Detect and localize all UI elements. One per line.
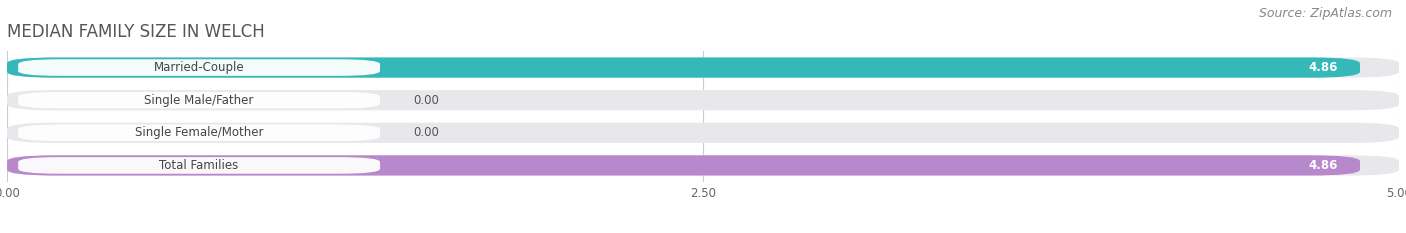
Text: 0.00: 0.00 [413, 126, 439, 139]
Text: Single Female/Mother: Single Female/Mother [135, 126, 263, 139]
FancyBboxPatch shape [7, 155, 1360, 175]
Text: Married-Couple: Married-Couple [153, 61, 245, 74]
FancyBboxPatch shape [7, 90, 1399, 110]
Text: Single Male/Father: Single Male/Father [145, 94, 254, 107]
Text: Total Families: Total Families [159, 159, 239, 172]
FancyBboxPatch shape [18, 92, 380, 109]
FancyBboxPatch shape [18, 59, 380, 76]
Text: Source: ZipAtlas.com: Source: ZipAtlas.com [1258, 7, 1392, 20]
FancyBboxPatch shape [7, 58, 1360, 78]
Text: 4.86: 4.86 [1309, 159, 1337, 172]
Text: 4.86: 4.86 [1309, 61, 1337, 74]
FancyBboxPatch shape [18, 124, 380, 141]
FancyBboxPatch shape [7, 123, 1399, 143]
FancyBboxPatch shape [18, 157, 380, 174]
Text: MEDIAN FAMILY SIZE IN WELCH: MEDIAN FAMILY SIZE IN WELCH [7, 23, 264, 41]
FancyBboxPatch shape [7, 155, 1399, 175]
Text: 0.00: 0.00 [413, 94, 439, 107]
FancyBboxPatch shape [7, 58, 1399, 78]
